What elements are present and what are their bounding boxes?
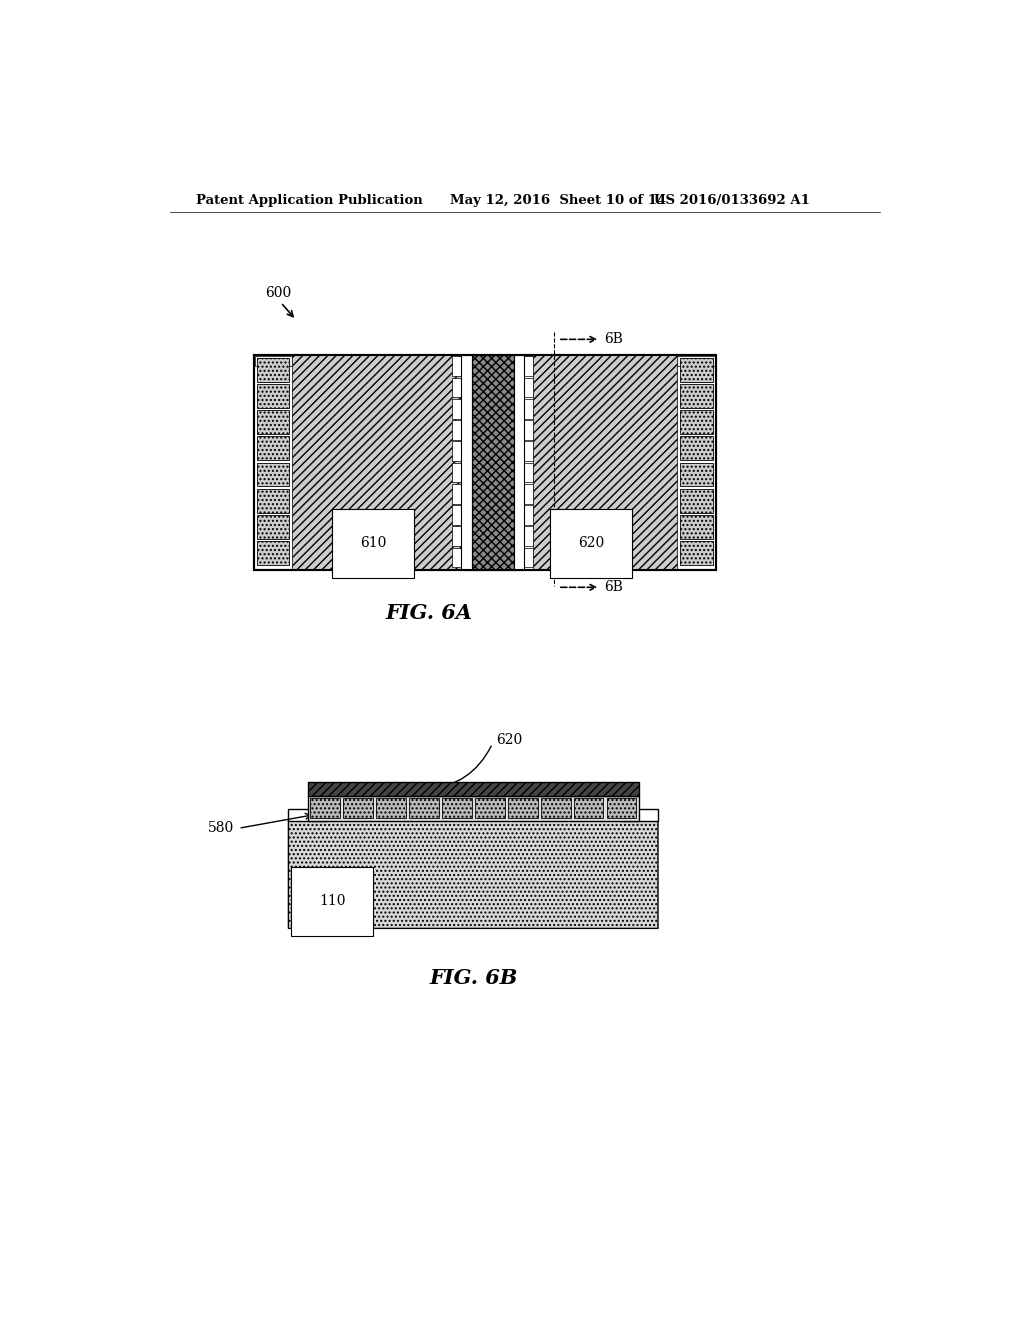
Text: 620: 620 xyxy=(497,733,522,747)
Bar xyxy=(292,355,472,570)
Bar xyxy=(257,411,289,434)
Bar xyxy=(524,548,534,568)
Bar xyxy=(257,515,289,539)
Bar xyxy=(452,356,461,376)
Text: FIG. 6A: FIG. 6A xyxy=(386,603,473,623)
Bar xyxy=(680,488,713,512)
Polygon shape xyxy=(289,809,327,821)
Bar xyxy=(680,384,713,408)
Bar xyxy=(255,355,715,367)
Bar xyxy=(452,506,461,525)
Bar xyxy=(524,527,534,546)
Text: 610: 610 xyxy=(360,536,386,550)
Bar xyxy=(524,399,534,418)
Bar xyxy=(680,462,713,487)
Bar xyxy=(680,411,713,434)
Bar xyxy=(307,796,639,821)
Bar xyxy=(606,799,637,818)
Bar xyxy=(257,462,289,487)
Bar xyxy=(452,527,461,546)
Text: US 2016/0133692 A1: US 2016/0133692 A1 xyxy=(654,194,810,207)
Bar xyxy=(524,420,534,440)
Bar xyxy=(441,799,472,818)
Bar xyxy=(254,355,716,570)
Bar xyxy=(541,799,570,818)
Bar xyxy=(452,441,461,461)
Polygon shape xyxy=(620,809,658,821)
Bar xyxy=(508,799,538,818)
Bar xyxy=(257,437,289,461)
Text: 6B: 6B xyxy=(604,581,623,594)
Bar xyxy=(534,355,677,570)
Bar xyxy=(461,355,472,570)
Text: 580: 580 xyxy=(208,821,234,836)
Bar xyxy=(257,358,289,381)
Bar xyxy=(524,441,534,461)
Bar xyxy=(409,799,438,818)
Bar xyxy=(475,799,505,818)
Bar xyxy=(680,541,713,565)
Bar xyxy=(680,358,713,381)
Bar xyxy=(524,378,534,397)
Bar xyxy=(343,799,373,818)
Bar xyxy=(680,515,713,539)
Text: 600: 600 xyxy=(265,286,292,300)
Bar xyxy=(452,420,461,440)
Bar xyxy=(524,506,534,525)
Bar xyxy=(254,355,716,570)
Bar xyxy=(257,488,289,512)
Bar xyxy=(257,384,289,408)
Bar xyxy=(307,781,639,796)
Bar xyxy=(452,548,461,568)
Bar xyxy=(472,355,514,570)
Bar xyxy=(513,355,524,570)
Text: Patent Application Publication: Patent Application Publication xyxy=(196,194,423,207)
Text: 110: 110 xyxy=(319,895,346,908)
Bar xyxy=(376,799,406,818)
Bar xyxy=(310,799,340,818)
Bar xyxy=(524,462,534,482)
Text: 620: 620 xyxy=(578,536,604,550)
Bar xyxy=(524,484,534,503)
Bar xyxy=(452,378,461,397)
Text: May 12, 2016  Sheet 10 of 14: May 12, 2016 Sheet 10 of 14 xyxy=(451,194,667,207)
Bar xyxy=(257,541,289,565)
Bar xyxy=(452,399,461,418)
Bar xyxy=(452,462,461,482)
Bar xyxy=(524,356,534,376)
Text: 6B: 6B xyxy=(604,333,623,346)
Text: FIG. 6B: FIG. 6B xyxy=(429,969,517,989)
Bar xyxy=(573,799,603,818)
Bar xyxy=(680,437,713,461)
Polygon shape xyxy=(289,809,658,928)
Bar xyxy=(452,484,461,503)
